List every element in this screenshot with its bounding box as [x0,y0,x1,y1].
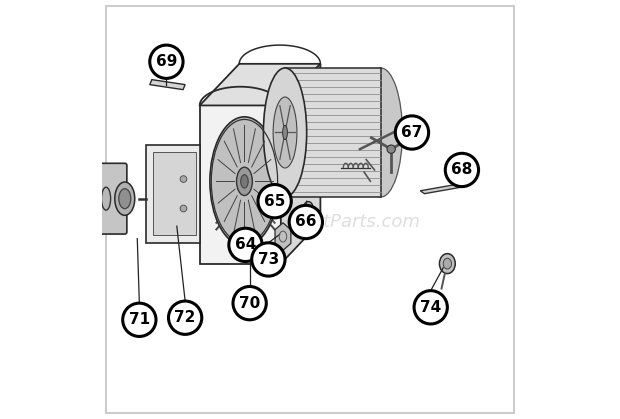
Text: 65: 65 [264,194,285,209]
Circle shape [169,301,202,334]
Ellipse shape [210,117,279,246]
Polygon shape [275,223,291,250]
Ellipse shape [273,97,297,168]
Ellipse shape [264,68,307,197]
Circle shape [396,116,428,149]
Ellipse shape [241,175,248,188]
Ellipse shape [283,125,288,140]
Polygon shape [281,64,321,264]
Circle shape [252,243,285,276]
Ellipse shape [237,167,252,196]
Polygon shape [153,152,196,235]
Ellipse shape [102,187,110,210]
Text: 74: 74 [420,300,441,315]
Text: 70: 70 [239,296,260,310]
Text: 68: 68 [451,163,472,178]
Ellipse shape [443,258,451,269]
Circle shape [123,303,156,336]
Circle shape [289,205,322,239]
Text: 73: 73 [258,252,279,267]
Ellipse shape [119,189,131,209]
Circle shape [233,287,267,320]
Text: 66: 66 [295,215,317,230]
Polygon shape [420,184,460,194]
Ellipse shape [440,253,455,274]
Circle shape [229,228,262,261]
Text: 71: 71 [129,312,150,327]
Polygon shape [146,145,200,243]
Circle shape [150,45,183,78]
Ellipse shape [115,182,135,215]
Text: 67: 67 [401,125,423,140]
Circle shape [180,205,187,212]
Polygon shape [285,68,381,197]
Polygon shape [200,106,281,264]
Ellipse shape [306,205,311,210]
Ellipse shape [304,202,313,213]
Text: 72: 72 [174,310,196,325]
Polygon shape [150,80,185,90]
Circle shape [404,121,412,129]
Circle shape [414,291,448,324]
Text: 64: 64 [235,238,256,252]
Circle shape [445,153,479,186]
Polygon shape [200,64,321,106]
Circle shape [180,176,187,182]
Text: 69: 69 [156,54,177,69]
Ellipse shape [359,68,402,197]
Text: eReplacementParts.com: eReplacementParts.com [200,213,420,231]
FancyBboxPatch shape [94,163,127,234]
Circle shape [258,184,291,218]
Circle shape [387,145,396,153]
